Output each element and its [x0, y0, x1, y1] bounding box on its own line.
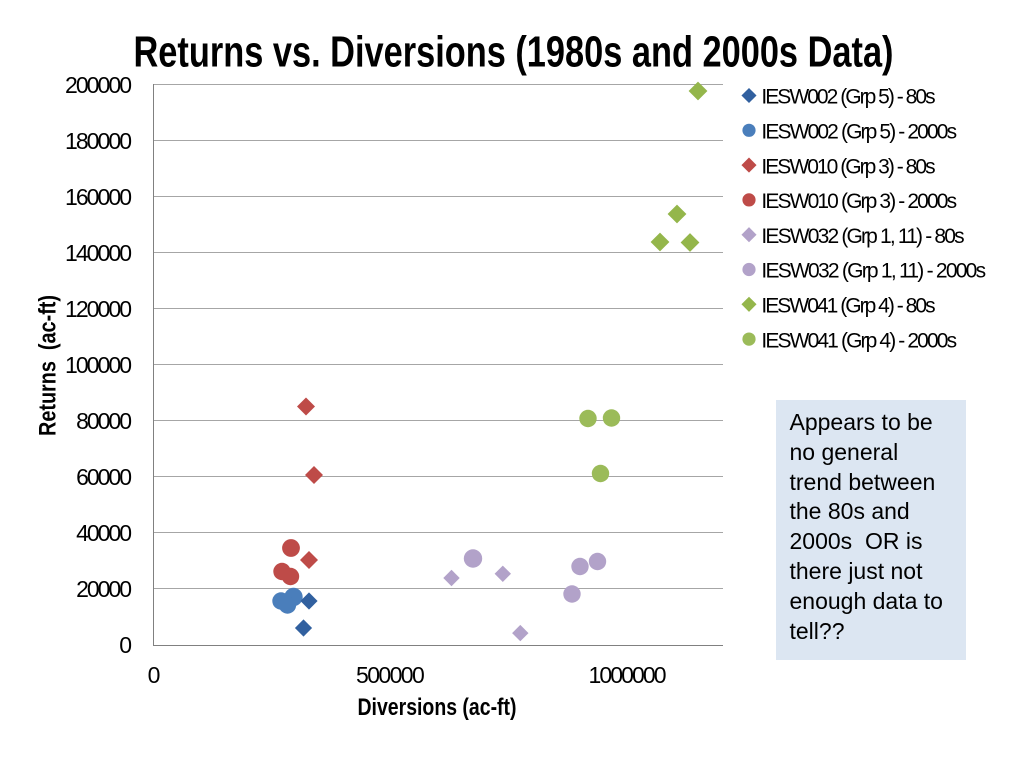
svg-text:Returns (ac-ft): Returns (ac-ft): [35, 295, 62, 436]
svg-text:IESW010 (Grp 3) - 80s: IESW010 (Grp 3) - 80s: [761, 155, 935, 178]
svg-text:0: 0: [119, 632, 132, 658]
svg-text:IESW032 (Grp 1, 11) - 80s: IESW032 (Grp 1, 11) - 80s: [761, 225, 964, 248]
svg-text:200000: 200000: [65, 72, 132, 98]
svg-text:120000: 120000: [65, 296, 132, 322]
svg-text:180000: 180000: [65, 128, 132, 154]
svg-text:20000: 20000: [76, 576, 132, 602]
svg-text:IESW002 (Grp 5) - 80s: IESW002 (Grp 5) - 80s: [761, 86, 935, 109]
svg-text:500000: 500000: [356, 662, 425, 688]
svg-text:80000: 80000: [76, 408, 132, 434]
svg-text:100000: 100000: [65, 352, 132, 378]
svg-text:Diversions (ac-ft): Diversions (ac-ft): [358, 694, 517, 721]
svg-text:1000000: 1000000: [589, 662, 667, 688]
svg-text:40000: 40000: [76, 520, 132, 546]
svg-text:IESW041 (Grp 4) - 80s: IESW041 (Grp 4) - 80s: [761, 295, 935, 318]
svg-text:IESW041 (Grp 4) - 2000s: IESW041 (Grp 4) - 2000s: [761, 329, 957, 352]
svg-text:0: 0: [148, 662, 161, 688]
svg-text:IESW002 (Grp 5) - 2000s: IESW002 (Grp 5) - 2000s: [761, 121, 957, 144]
svg-text:60000: 60000: [76, 464, 132, 490]
svg-text:IESW032 (Grp 1, 11) - 2000s: IESW032 (Grp 1, 11) - 2000s: [761, 260, 986, 283]
svg-text:IESW010 (Grp 3) - 2000s: IESW010 (Grp 3) - 2000s: [761, 190, 957, 213]
svg-text:160000: 160000: [65, 184, 132, 210]
svg-text:140000: 140000: [65, 240, 132, 266]
svg-text:Returns vs. Diversions (1980s: Returns vs. Diversions (1980s and 2000s …: [134, 28, 894, 77]
